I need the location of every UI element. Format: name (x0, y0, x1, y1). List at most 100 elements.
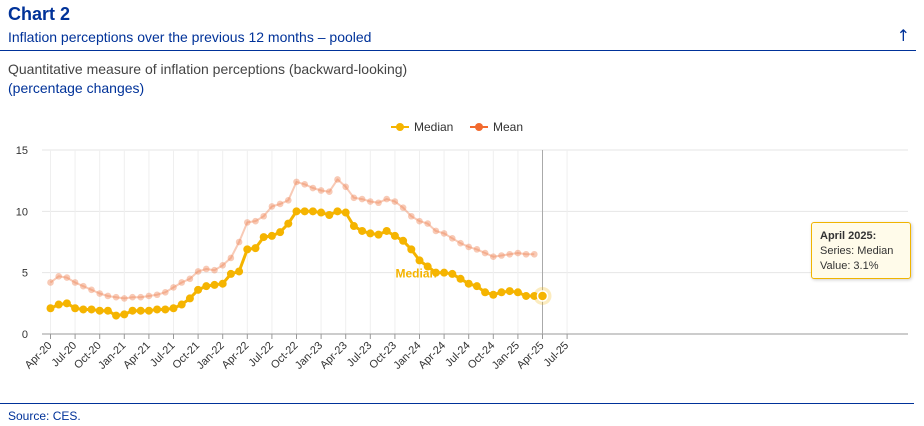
mean-data-point (342, 183, 350, 191)
mean-data-point (219, 262, 226, 269)
mean-data-point (235, 238, 243, 246)
x-tick-label: Apr-23 (318, 340, 350, 372)
mean-data-point (449, 235, 456, 242)
source-note: Source: CES. (8, 409, 81, 423)
mean-data-point (514, 249, 522, 257)
median-data-point (292, 207, 301, 216)
median-data-point (54, 300, 63, 309)
mean-data-point (153, 291, 161, 299)
mean-data-point (276, 200, 284, 208)
x-tick-label: Apr-25 (515, 340, 547, 372)
median-data-point (374, 230, 383, 239)
median-data-point (218, 279, 227, 288)
mean-data-point (252, 217, 259, 225)
mean-data-point (71, 279, 79, 286)
mean-data-point (334, 176, 341, 183)
median-data-point (103, 306, 112, 315)
median-data-point (505, 287, 514, 296)
mean-data-point (244, 219, 251, 226)
y-tick-label: 15 (16, 145, 28, 157)
median-data-point (128, 306, 137, 315)
mean-data-point (145, 292, 153, 300)
mean-data-point (186, 275, 194, 283)
median-data-point (243, 245, 252, 254)
mean-data-point (211, 266, 218, 274)
tooltip-title: April 2025: (820, 230, 877, 242)
line-chart: 051015Apr-20Jul-20Oct-20Jan-21Apr-21Jul-… (16, 120, 908, 372)
median-data-point (341, 208, 350, 217)
legend-median-marker (396, 123, 404, 131)
mean-data-point (121, 295, 128, 302)
median-data-point (235, 267, 244, 276)
mean-data-point (227, 254, 235, 262)
mean-data-point (506, 250, 513, 258)
median-data-point (464, 279, 473, 288)
tooltip-series: Series: Median (820, 245, 894, 257)
x-tick-label: Jul-25 (542, 340, 572, 370)
median-data-point (177, 300, 186, 309)
median-data-point (399, 236, 408, 245)
mean-data-point (162, 288, 169, 296)
mean-data-point (465, 243, 473, 251)
mean-data-point (350, 194, 358, 202)
x-tick-label: Jan-24 (391, 340, 423, 372)
mean-data-point (268, 203, 276, 210)
median-data-point (226, 269, 235, 278)
median-data-point (407, 245, 416, 254)
median-data-point (497, 288, 506, 297)
median-data-point (513, 288, 522, 297)
mean-data-point (391, 198, 399, 205)
median-data-point (481, 288, 490, 297)
median-data-point (308, 207, 317, 216)
median-data-point (161, 305, 170, 314)
median-data-point (431, 268, 440, 277)
mean-data-point (55, 273, 62, 280)
chart-number-title: Chart 2 (8, 4, 71, 24)
median-data-point (144, 306, 153, 315)
median-data-point (95, 306, 104, 315)
median-data-point (448, 269, 457, 278)
mean-series-line (49, 178, 535, 300)
chart-unit: (percentage changes) (8, 80, 145, 96)
x-tick-label: Apr-24 (416, 340, 448, 372)
median-series-label: Median (396, 266, 437, 280)
mean-data-point (358, 195, 366, 203)
mean-data-point (112, 293, 120, 301)
mean-data-point (96, 290, 103, 297)
median-data-point (415, 256, 424, 265)
mean-data-point (170, 284, 177, 291)
mean-data-point (301, 181, 309, 188)
mean-data-point (375, 199, 382, 207)
mean-data-point (326, 188, 333, 196)
y-tick-label: 0 (22, 329, 28, 341)
median-data-point (71, 304, 80, 313)
median-data-point (284, 219, 293, 228)
mean-data-point (137, 293, 144, 301)
x-tick-label: Jan-21 (96, 340, 128, 372)
mean-data-point (203, 265, 210, 273)
mean-data-point (63, 274, 71, 281)
x-tick-label: Jan-25 (490, 340, 522, 372)
median-data-point (46, 304, 55, 313)
median-data-point (440, 268, 449, 277)
mean-data-point (309, 184, 317, 192)
mean-data-point (473, 246, 481, 253)
x-tick-label: Apr-22 (220, 340, 252, 372)
mean-data-point (383, 195, 391, 203)
median-data-point (185, 294, 194, 303)
median-data-point (472, 282, 481, 291)
median-data-point (522, 291, 531, 300)
median-data-point (276, 228, 285, 237)
chart-subtitle: Inflation perceptions over the previous … (8, 29, 372, 45)
back-to-top-arrow-icon[interactable]: ↑ (896, 26, 910, 45)
median-data-point (202, 282, 211, 291)
median-data-point (333, 207, 342, 216)
x-tick-label: Apr-21 (121, 340, 153, 372)
y-tick-label: 5 (22, 268, 28, 280)
median-data-point (153, 305, 162, 314)
median-data-point (267, 231, 276, 240)
median-data-point (390, 231, 399, 240)
subtitle-bar: Inflation perceptions over the previous … (0, 26, 916, 51)
mean-data-point (432, 227, 440, 235)
mean-data-point (129, 293, 136, 301)
